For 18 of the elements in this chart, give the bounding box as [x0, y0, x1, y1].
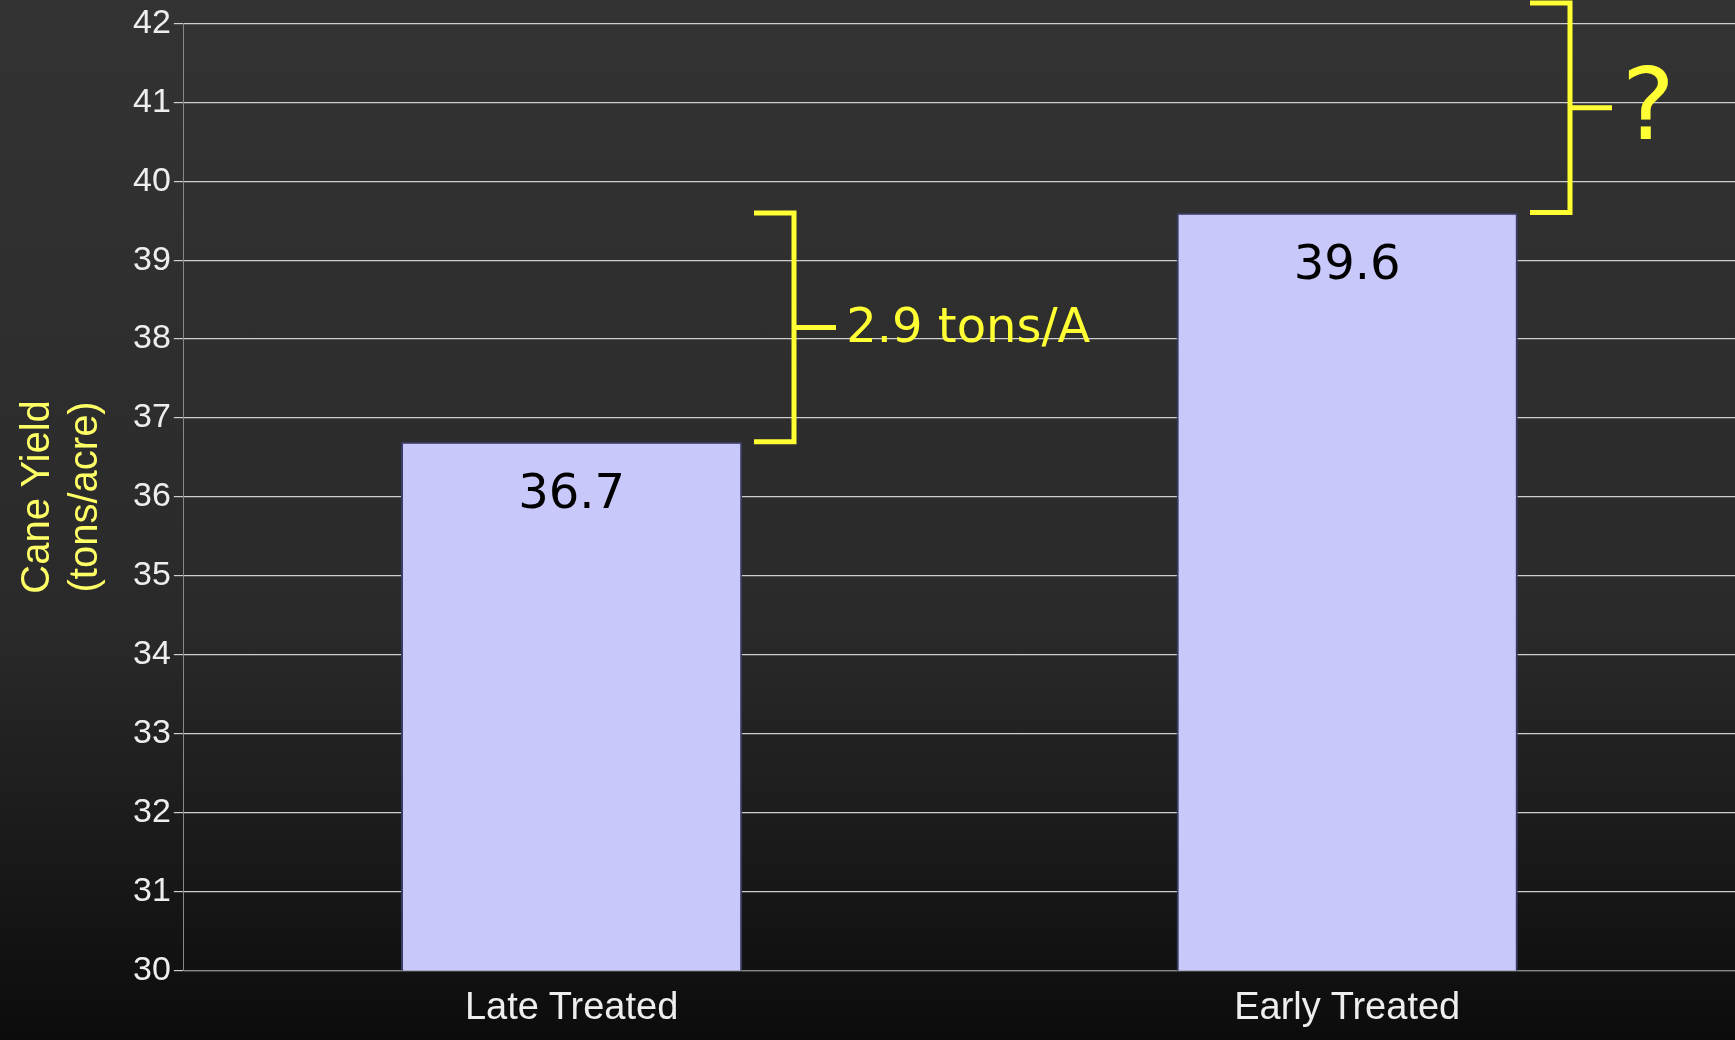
y-tick-label: 36 [132, 475, 171, 514]
y-tick-label: 42 [132, 1, 171, 40]
data-label: 39.6 [1293, 234, 1401, 291]
y-tick-label: 30 [132, 948, 171, 987]
y-tick-label: 32 [132, 790, 171, 829]
y-tick-label: 39 [132, 238, 171, 277]
y-tick-label: 35 [132, 554, 171, 593]
y-tick-label: 40 [132, 159, 171, 198]
y-tick-label: 34 [132, 633, 171, 672]
data-label: 36.7 [518, 463, 626, 520]
y-tick-label: 41 [132, 80, 171, 119]
y-tick-label: 31 [132, 869, 171, 908]
x-tick-label: Early Treated [1234, 984, 1461, 1027]
x-tick-label: Late Treated [464, 984, 679, 1027]
y-tick-label: 38 [132, 317, 171, 356]
y-tick-label: 37 [132, 396, 171, 435]
y-axis-title: Cane Yield (tons/acre) [13, 400, 106, 594]
y-tick-label: 33 [132, 712, 171, 751]
